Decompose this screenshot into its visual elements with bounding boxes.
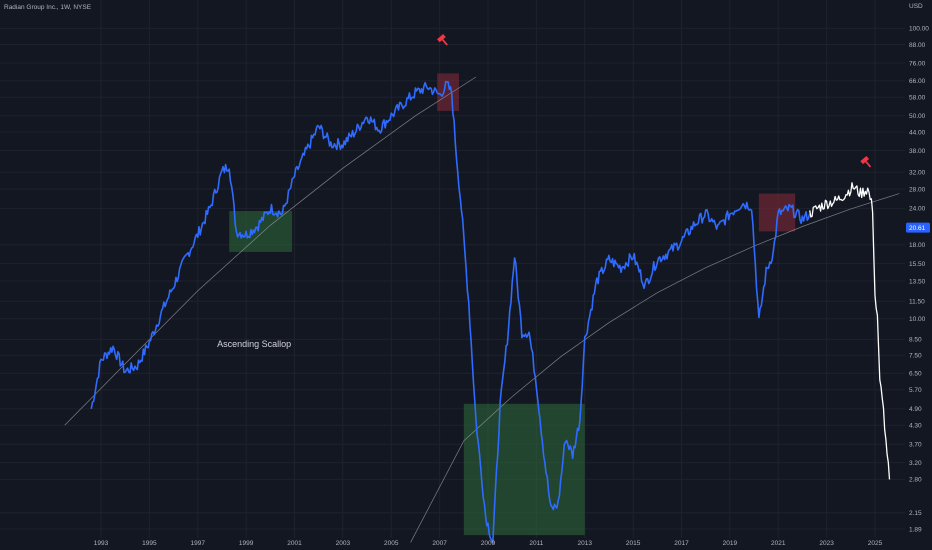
hammer-icon [437,34,448,46]
hammer-handle [865,161,872,168]
hammer-handle [441,39,448,46]
x-tick-label: 1995 [142,540,157,547]
y-tick-label: 4.30 [909,423,922,430]
x-tick-label: 1999 [239,540,254,547]
y-tick-label: 8.50 [909,337,922,344]
x-tick-label: 1993 [94,540,109,547]
y-tick-label: 58.00 [909,94,926,101]
y-tick-label: 1.89 [909,526,922,533]
currency-label: USD [909,3,923,10]
y-tick-label: 6.50 [909,370,922,377]
green-zone-box [463,403,585,536]
x-tick-label: 1997 [191,540,206,547]
y-tick-label: 100.00 [909,26,929,33]
y-tick-label: 4.90 [909,406,922,413]
y-tick-label: 32.00 [909,169,926,176]
y-tick-label: 3.70 [909,442,922,449]
chart-title: Radian Group Inc., 1W, NYSE [4,4,92,11]
x-tick-label: 2007 [432,540,447,547]
y-tick-label: 24.00 [909,206,926,213]
y-tick-label: 28.00 [909,186,926,193]
x-tick-label: 2017 [674,540,689,547]
green-zone-box [229,211,293,252]
y-tick-label: 50.00 [909,113,926,120]
scallop-curve [64,76,477,426]
hammer-head [860,155,870,165]
x-tick-label: 2011 [529,540,543,547]
y-tick-label: 88.00 [909,42,926,49]
y-tick-label: 13.50 [909,278,926,285]
y-tick-label: 15.50 [909,261,926,268]
hammer-icon [860,155,872,168]
y-tick-label: 5.70 [909,387,922,394]
y-tick-label: 38.00 [909,148,926,155]
x-tick-label: 2025 [868,540,883,547]
y-tick-label: 2.15 [909,510,922,517]
x-tick-label: 2015 [626,540,641,547]
y-tick-label: 44.00 [909,129,926,136]
grid [0,0,905,538]
y-tick-label: 7.50 [909,352,922,359]
x-tick-label: 2005 [384,540,399,547]
scallop-curve [410,193,900,543]
x-tick-label: 2013 [578,540,593,547]
price-series-1 [90,80,811,544]
hammer-head [437,34,446,43]
x-tick-label: 2021 [771,540,786,547]
y-tick-label: 11.50 [909,299,925,306]
annotation-text: Ascending Scallop [217,339,291,349]
y-tick-label: 10.00 [909,316,926,323]
x-tick-label: 2019 [723,540,738,547]
y-tick-label: 76.00 [909,60,926,67]
red-zone-box [437,73,459,111]
x-tick-label: 2023 [819,540,834,547]
y-tick-label: 66.00 [909,78,926,85]
x-tick-label: 2009 [481,540,496,547]
last-price-badge [906,222,930,233]
y-tick-label: 3.20 [909,460,922,467]
y-tick-label: 2.80 [909,477,922,484]
y-tick-label: 18.00 [909,242,926,249]
price-series-2 [809,182,891,480]
x-tick-label: 2001 [287,540,302,547]
x-tick-label: 2003 [336,540,351,547]
last-price-label: 20.61 [909,225,926,232]
